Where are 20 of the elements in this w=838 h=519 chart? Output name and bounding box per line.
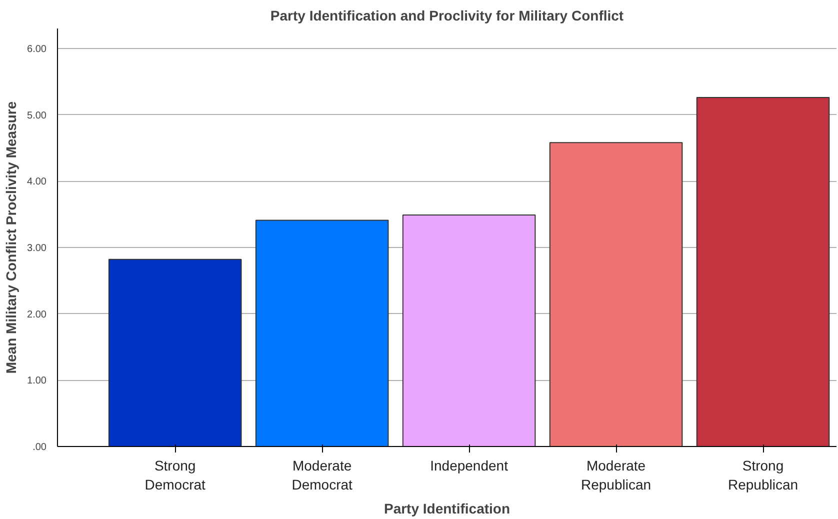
bar (255, 220, 389, 446)
y-tick-label: 2.00 (27, 309, 47, 320)
x-tick-label: Strong Republican (728, 458, 798, 493)
y-tick-label: 1.00 (27, 376, 47, 387)
bar (549, 142, 683, 446)
x-axis-title: Party Identification (384, 500, 510, 517)
bar (108, 258, 242, 446)
x-tick-label: Strong Democrat (144, 458, 206, 493)
y-tick-label: .00 (32, 442, 47, 453)
y-tick-label: 6.00 (27, 44, 47, 55)
y-tick-label: 3.00 (27, 242, 47, 254)
y-axis-title: Mean Military Conflict Proclivity Measure (3, 101, 20, 374)
bar (402, 214, 536, 446)
x-tick-label: Moderate Republican (581, 458, 652, 493)
y-tick-label: 4.00 (27, 176, 47, 188)
chart-title: Party Identification and Proclivity for Military Conflict (270, 8, 624, 24)
x-tick-label: Independent (430, 458, 508, 474)
bar (696, 97, 830, 446)
x-tick-label: Moderate Democrat (292, 458, 353, 493)
y-tick-label: 5.00 (27, 110, 47, 122)
